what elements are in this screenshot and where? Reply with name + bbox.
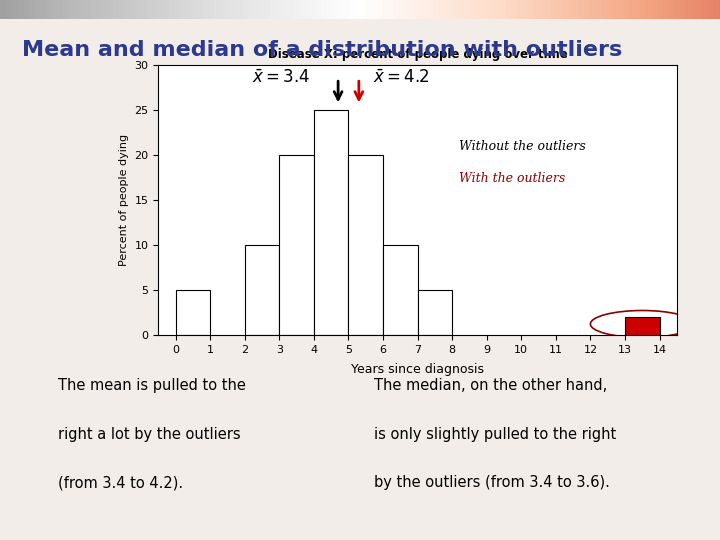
Text: right a lot by the outliers: right a lot by the outliers <box>58 427 240 442</box>
Y-axis label: Percent of people dying: Percent of people dying <box>119 134 129 266</box>
Bar <box>348 155 383 335</box>
Bar <box>245 245 279 335</box>
Bar <box>383 245 418 335</box>
Bar <box>314 110 348 335</box>
Title: Disease X: percent of people dying over time: Disease X: percent of people dying over … <box>268 48 567 61</box>
Bar <box>279 155 314 335</box>
Text: $\bar{x}=3.4$: $\bar{x}=3.4$ <box>252 69 310 87</box>
X-axis label: Years since diagnosis: Years since diagnosis <box>351 363 484 376</box>
Text: With the outliers: With the outliers <box>459 172 565 185</box>
Text: Mean and median of a distribution with outliers: Mean and median of a distribution with o… <box>22 40 622 60</box>
Bar <box>176 290 210 335</box>
Text: The mean is pulled to the: The mean is pulled to the <box>58 378 246 393</box>
Bar <box>418 290 452 335</box>
Bar <box>625 317 660 335</box>
Text: by the outliers (from 3.4 to 3.6).: by the outliers (from 3.4 to 3.6). <box>374 475 611 490</box>
Text: $\bar{x}=4.2$: $\bar{x}=4.2$ <box>373 69 429 87</box>
Text: is only slightly pulled to the right: is only slightly pulled to the right <box>374 427 616 442</box>
Text: (from 3.4 to 4.2).: (from 3.4 to 4.2). <box>58 475 183 490</box>
Text: The median, on the other hand,: The median, on the other hand, <box>374 378 608 393</box>
Text: Without the outliers: Without the outliers <box>459 140 586 153</box>
